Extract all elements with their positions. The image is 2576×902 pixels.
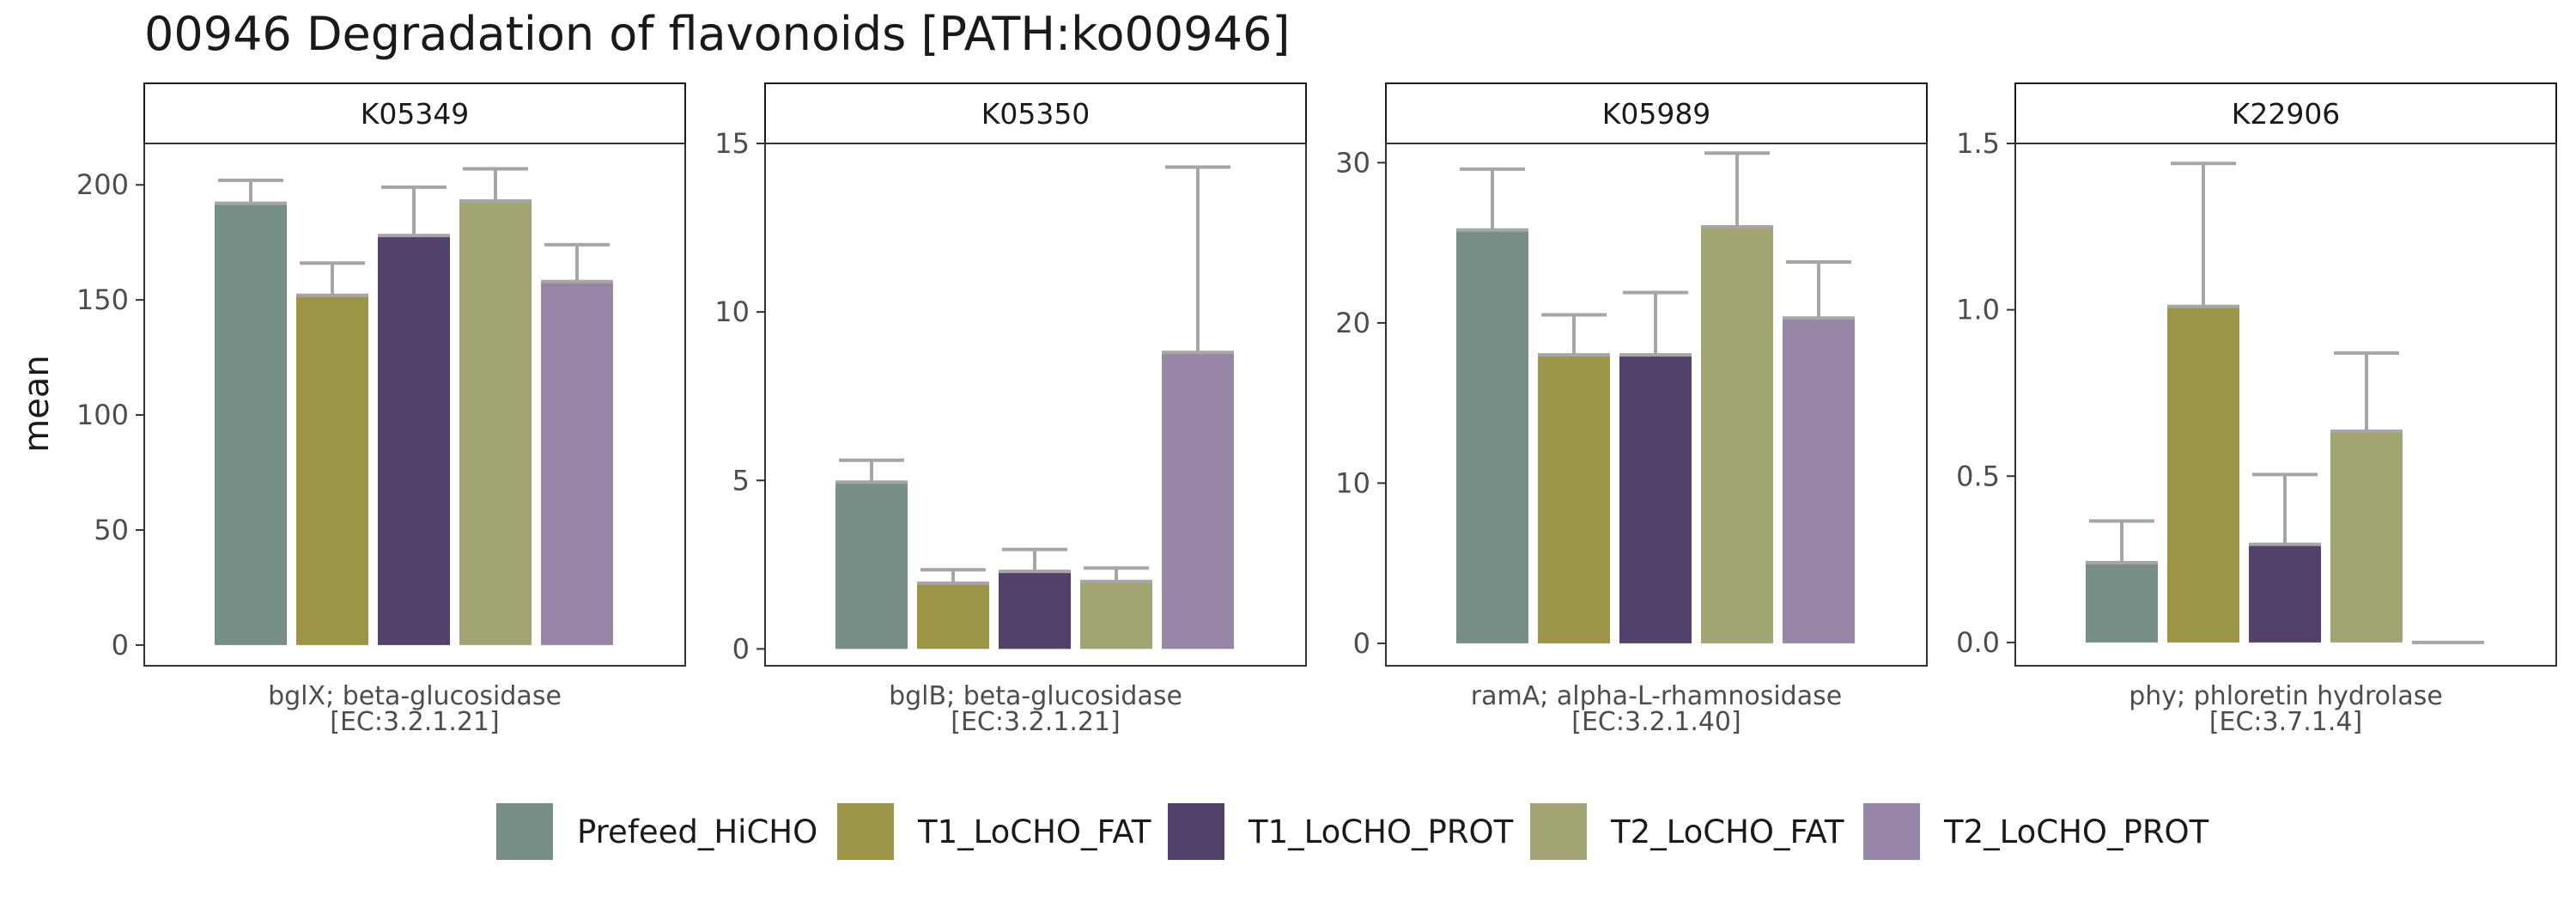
y-tick-label: 5 bbox=[732, 464, 750, 497]
x-axis-label: [EC:3.2.1.21] bbox=[951, 707, 1120, 737]
facet-panel-K22906: K22906 0.0 0.5 1.0 1.5 phy; phloretin hydrola… bbox=[1956, 82, 2557, 737]
legend-label: T1_LoCHO_FAT bbox=[917, 814, 1151, 850]
bar-T2_LoCHO_FAT bbox=[2330, 430, 2403, 643]
facet-panel-K05349: K05349 0 50 100 150 200 bglX; beta-glucosidase… bbox=[76, 82, 686, 737]
bar-T1_LoCHO_FAT bbox=[1538, 355, 1610, 643]
y-tick-label: 1.5 bbox=[1956, 127, 2000, 160]
facet-strip-label: K05989 bbox=[1602, 97, 1711, 131]
y-tick-label: 200 bbox=[76, 168, 129, 201]
bar-Prefeed_HiCHO bbox=[835, 482, 908, 649]
legend-swatch bbox=[1530, 803, 1587, 860]
y-tick-label: 100 bbox=[76, 399, 129, 431]
legend-label: T2_LoCHO_PROT bbox=[1943, 814, 2209, 850]
facet-strip bbox=[1385, 82, 1928, 144]
y-tick-label: 1.0 bbox=[1956, 294, 2000, 326]
x-axis-label: phy; phloretin hydrolase bbox=[2129, 681, 2443, 711]
y-tick-label: 0.5 bbox=[1956, 460, 2000, 492]
legend-item-Prefeed_HiCHO: Prefeed_HiCHO bbox=[496, 803, 817, 860]
x-axis-label: [EC:3.2.1.21] bbox=[330, 707, 499, 737]
facet-strip-label: K22906 bbox=[2232, 97, 2341, 131]
bar-T1_LoCHO_FAT bbox=[2167, 306, 2239, 643]
legend-label: Prefeed_HiCHO bbox=[577, 814, 817, 850]
facet-strip-label: K05349 bbox=[361, 97, 470, 131]
facet-strip-label: K05350 bbox=[981, 97, 1091, 131]
y-tick-label: 0 bbox=[112, 629, 129, 661]
facet-panel-K05350: K05350 0 5 10 15 bglB; beta-glucosidase[EC:3.… bbox=[714, 82, 1307, 737]
y-tick-label: 30 bbox=[1335, 146, 1370, 179]
legend-label: T1_LoCHO_PROT bbox=[1248, 814, 1514, 850]
legend-label: T2_LoCHO_FAT bbox=[1610, 814, 1844, 850]
y-tick-label: 0.0 bbox=[1956, 626, 2000, 659]
bar-T2_LoCHO_PROT bbox=[1162, 352, 1234, 649]
y-tick-label: 10 bbox=[714, 296, 750, 328]
bar-T2_LoCHO_FAT bbox=[1080, 581, 1152, 649]
x-axis-label: ramA; alpha-L-rhamnosidase bbox=[1471, 681, 1842, 711]
facet-strip bbox=[764, 82, 1307, 144]
legend-swatch bbox=[496, 803, 553, 860]
legend-swatch bbox=[1168, 803, 1224, 860]
bar-T1_LoCHO_FAT bbox=[917, 582, 989, 649]
bar-Prefeed_HiCHO bbox=[215, 203, 287, 645]
legend: Prefeed_HiCHO T1_LoCHO_FAT T1_LoCHO_PROT T2… bbox=[496, 803, 2209, 860]
y-tick-label: 0 bbox=[732, 632, 750, 665]
legend-item-T1_LoCHO_PROT: T1_LoCHO_PROT bbox=[1168, 803, 1514, 860]
bar-T2_LoCHO_FAT bbox=[459, 200, 532, 645]
y-tick-label: 50 bbox=[94, 514, 129, 546]
x-axis-label: bglX; beta-glucosidase bbox=[268, 681, 562, 711]
legend-item-T2_LoCHO_PROT: T2_LoCHO_PROT bbox=[1863, 803, 2209, 860]
bar-T2_LoCHO_PROT bbox=[541, 281, 613, 645]
bar-T1_LoCHO_PROT bbox=[2249, 544, 2321, 643]
legend-swatch bbox=[1863, 803, 1920, 860]
legend-item-T2_LoCHO_FAT: T2_LoCHO_FAT bbox=[1530, 803, 1844, 860]
facet-strip bbox=[143, 82, 686, 144]
chart-title: 00946 Degradation of flavonoids [PATH:ko… bbox=[144, 7, 1290, 61]
legend-swatch bbox=[837, 803, 894, 860]
bar-T1_LoCHO_PROT bbox=[999, 571, 1071, 649]
y-axis-label: mean bbox=[17, 355, 57, 452]
facet-strip bbox=[2014, 82, 2557, 144]
facet-panel-K05989: K05989 0 10 20 30 ramA; alpha-L-rhamnosidase[… bbox=[1335, 82, 1928, 737]
y-tick-label: 10 bbox=[1335, 466, 1370, 499]
y-tick-label: 150 bbox=[76, 283, 129, 316]
bar-T2_LoCHO_PROT bbox=[1783, 318, 1855, 643]
y-tick-label: 0 bbox=[1353, 627, 1370, 660]
bar-Prefeed_HiCHO bbox=[1456, 229, 1528, 643]
legend-item-T1_LoCHO_FAT: T1_LoCHO_FAT bbox=[837, 803, 1151, 860]
x-axis-label: bglB; beta-glucosidase bbox=[889, 681, 1182, 711]
bar-T1_LoCHO_PROT bbox=[378, 235, 450, 645]
bar-T1_LoCHO_FAT bbox=[296, 295, 368, 645]
x-axis-label: [EC:3.7.1.4] bbox=[2209, 707, 2362, 737]
bar-T1_LoCHO_PROT bbox=[1619, 355, 1692, 643]
y-tick-label: 15 bbox=[714, 127, 750, 160]
bar-Prefeed_HiCHO bbox=[2086, 562, 2158, 643]
bar-T2_LoCHO_FAT bbox=[1701, 226, 1773, 643]
y-tick-label: 20 bbox=[1335, 307, 1370, 339]
x-axis-label: [EC:3.2.1.40] bbox=[1571, 707, 1741, 737]
